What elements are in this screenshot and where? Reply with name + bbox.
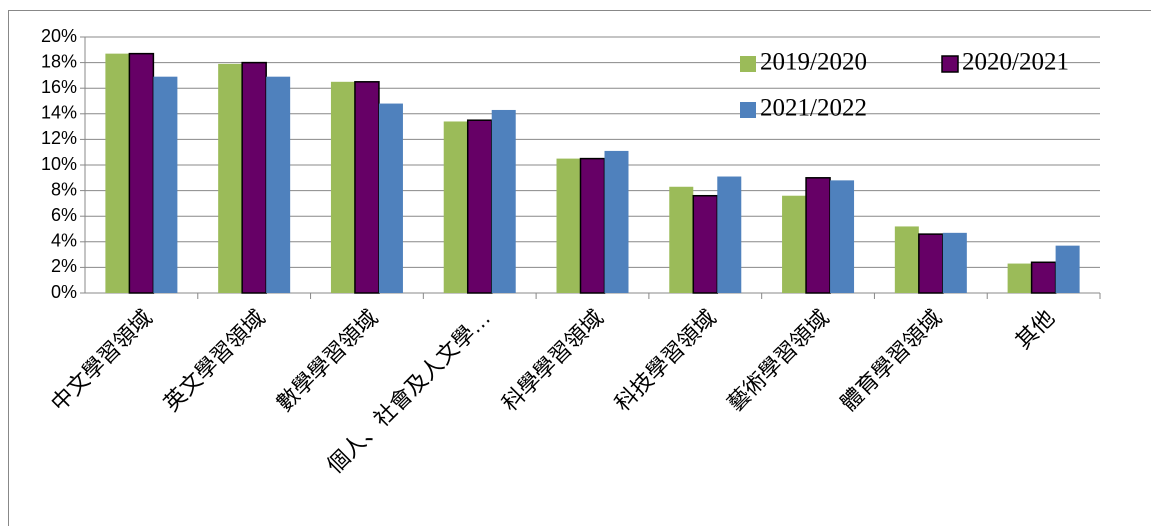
bar (128, 52, 155, 294)
bar (218, 63, 243, 293)
bar (918, 233, 944, 294)
bar (1030, 261, 1057, 294)
y-tick-label: 12% (41, 128, 77, 148)
x-tick-label: 科技學習領域 (610, 305, 721, 416)
bar (805, 177, 831, 294)
legend-swatch (740, 102, 756, 118)
legend-swatch (941, 55, 959, 73)
x-tick-label: 藝術學習領域 (723, 305, 834, 416)
x-tick-label: 科學學習領域 (497, 305, 608, 416)
x-tick-label: 其他 (1010, 305, 1059, 354)
bar (153, 76, 178, 294)
bar (105, 53, 130, 293)
bar (894, 226, 919, 293)
bar (830, 180, 855, 293)
bar (266, 76, 291, 294)
y-tick-label: 20% (41, 26, 77, 46)
bar (782, 195, 807, 293)
y-tick-label: 8% (51, 179, 77, 199)
bar (1007, 263, 1032, 293)
y-tick-label: 4% (51, 231, 77, 251)
y-tick-label: 6% (51, 205, 77, 225)
bar (692, 194, 719, 294)
bar (443, 121, 468, 293)
frame (8, 10, 1151, 526)
bar (604, 150, 629, 293)
y-tick-label: 14% (41, 103, 77, 123)
bar (491, 109, 516, 294)
y-tick-label: 18% (41, 51, 77, 71)
bar (378, 103, 403, 293)
y-tick-label: 2% (51, 256, 77, 276)
legend-label: 2021/2022 (760, 95, 867, 122)
y-tick-label: 0% (51, 282, 77, 302)
y-tick-label: 16% (41, 77, 77, 97)
x-tick-label: 英文學習領域 (159, 305, 270, 416)
bar (466, 119, 493, 294)
x-tick-label: 數學學習領域 (272, 305, 383, 416)
legend-label: 2019/2020 (760, 49, 867, 76)
bar (942, 232, 967, 293)
bar (1055, 245, 1080, 293)
y-tick-label: 10% (41, 154, 77, 174)
bar (354, 81, 380, 294)
x-tick-label: 體育學習領域 (835, 305, 946, 416)
bar (556, 158, 581, 293)
legend-swatch (740, 56, 756, 72)
legend-label: 2020/2021 (962, 49, 1069, 76)
x-tick-label: 中文學習領域 (46, 305, 157, 416)
bar (579, 157, 606, 294)
bar (669, 186, 694, 293)
bar (241, 61, 267, 294)
bar (330, 81, 355, 293)
bar (717, 176, 742, 293)
